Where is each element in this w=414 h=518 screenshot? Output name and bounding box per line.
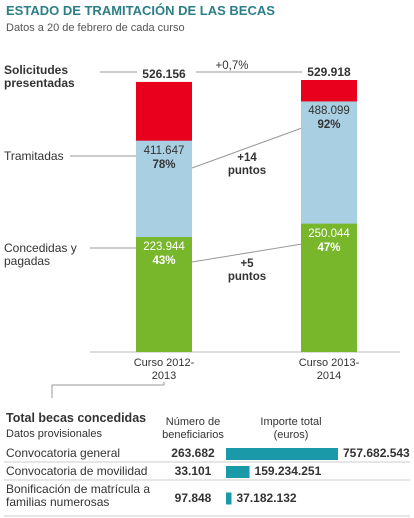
column-header: Número de beneficiarios xyxy=(162,416,224,441)
series-name: Solicitudes presentadas xyxy=(4,63,75,90)
value-label: 411.647 xyxy=(143,144,185,157)
row-label: Convocatoria general xyxy=(6,446,121,460)
value-label: 159.234.251 xyxy=(254,464,322,478)
value-label: 250.044 xyxy=(308,227,350,240)
value-label: 757.682.543 xyxy=(343,446,410,460)
leader xyxy=(191,243,303,263)
value-label: 526.156 xyxy=(142,66,186,81)
value-label: 488.099 xyxy=(308,105,350,118)
x-tick-label: Curso 2012-2013 xyxy=(133,357,195,382)
value-label: 37.182.132 xyxy=(236,490,297,505)
beneficiaries: 263.682 xyxy=(171,446,215,460)
table-subtitle: Datos provisionales xyxy=(6,428,102,440)
amount-bar xyxy=(226,466,250,478)
bar xyxy=(136,237,192,352)
bracket xyxy=(51,382,165,398)
row-label: Convocatoria de movilidad xyxy=(6,464,148,478)
x-tick-label: Curso 2013-2014 xyxy=(298,357,360,382)
annotation: +5 puntos xyxy=(227,258,267,283)
share-label: 47% xyxy=(317,241,341,254)
beneficiaries: 97.848 xyxy=(174,490,212,505)
column-header: Importe total (euros) xyxy=(260,416,322,441)
subtitle: Datos a 20 de febrero de cada curso xyxy=(6,22,185,34)
leader xyxy=(191,127,303,169)
row-label: Bonificación de matrícula a familias num… xyxy=(6,482,151,509)
bar xyxy=(301,223,357,352)
series-name: Tramitadas xyxy=(4,149,64,163)
share-label: 92% xyxy=(317,119,341,132)
annotation: +14 puntos xyxy=(227,152,267,177)
title: ESTADO DE TRAMITACIÓN DE LAS BECAS xyxy=(6,3,275,18)
table-title: Total becas concedidas xyxy=(6,411,147,425)
amount-bar xyxy=(226,492,232,505)
value-label: 529.918 xyxy=(307,65,351,79)
amount-bar xyxy=(226,448,338,460)
annotation: +0,7% xyxy=(215,60,249,72)
series-name: Concedidas y pagadas xyxy=(4,241,77,268)
share-label: 78% xyxy=(152,158,176,171)
share-label: 43% xyxy=(152,255,176,268)
beneficiaries: 33.101 xyxy=(174,464,212,478)
value-label: 223.944 xyxy=(143,241,185,254)
